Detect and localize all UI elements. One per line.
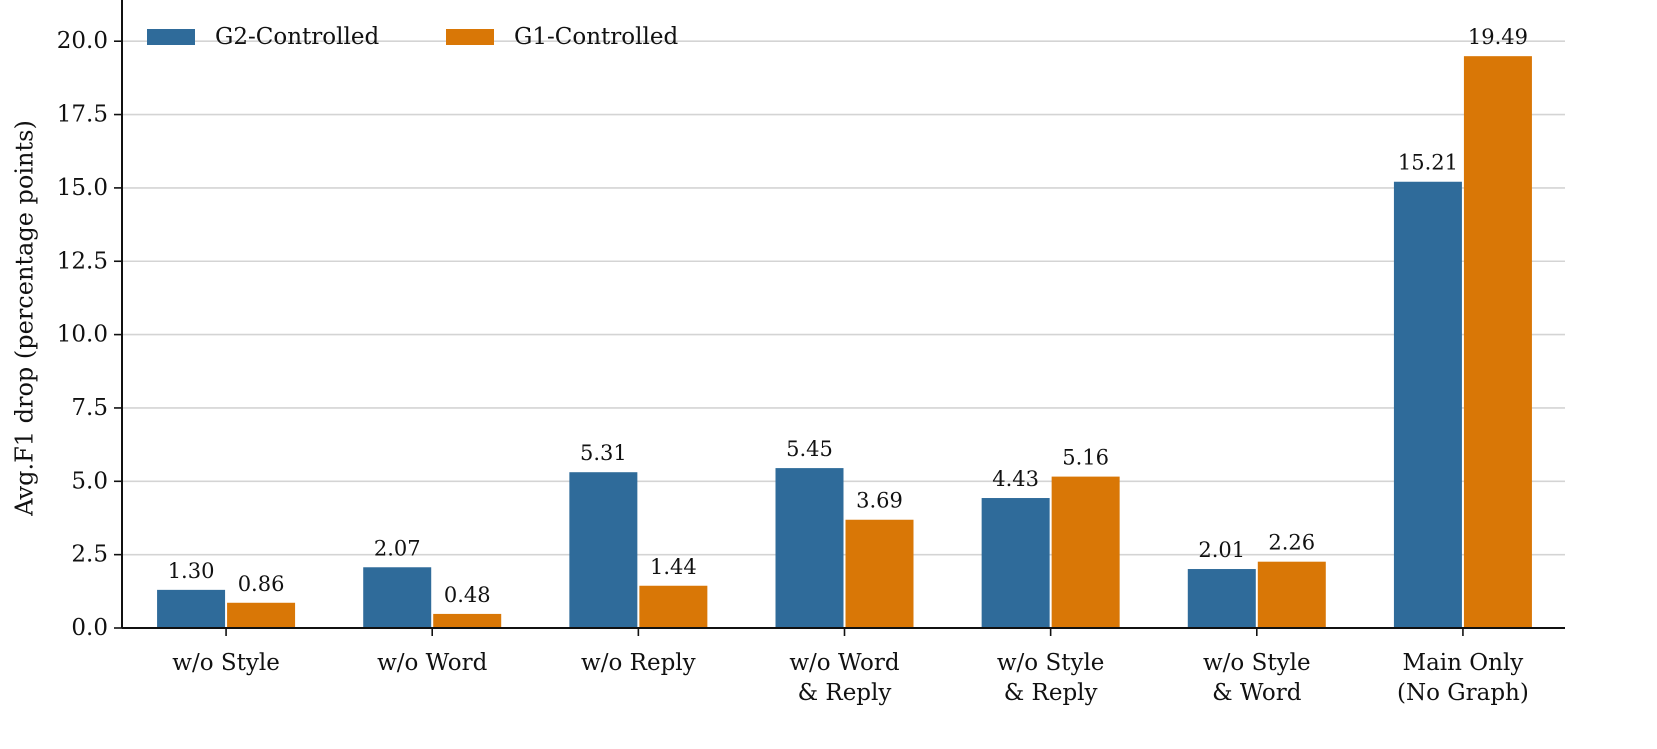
data-label-g1-1: 0.48: [444, 583, 491, 607]
data-label-g1-6: 19.49: [1468, 25, 1528, 49]
bar-g2-4: [981, 498, 1050, 628]
y-tick-label-7: 17.5: [57, 102, 108, 128]
data-label-g1-4: 5.16: [1062, 446, 1109, 470]
legend-label-g2: G2-Controlled: [215, 24, 379, 50]
bar-g1-6: [1463, 56, 1532, 628]
bar-g1-4: [1051, 476, 1120, 628]
x-tick-label-5-0: w/o Style: [1203, 650, 1311, 676]
data-label-g2-6: 15.21: [1398, 151, 1458, 175]
y-tick-label-5: 12.5: [57, 248, 108, 274]
data-label-g2-5: 2.01: [1198, 538, 1245, 562]
bar-g2-3: [775, 468, 844, 628]
x-tick-label-2-0: w/o Reply: [581, 650, 696, 676]
bar-g2-0: [157, 589, 226, 628]
x-tick-label-0-0: w/o Style: [172, 650, 280, 676]
bar-g1-3: [845, 519, 914, 628]
bar-g2-1: [363, 567, 432, 628]
x-tick-label-6-1: (No Graph): [1397, 680, 1529, 706]
bar-g2-6: [1393, 181, 1462, 629]
data-label-g2-1: 2.07: [374, 536, 421, 560]
y-tick-label-8: 20.0: [57, 28, 108, 54]
x-tick-label-6-0: Main Only: [1403, 650, 1524, 676]
x-tick-label-4-0: w/o Style: [997, 650, 1105, 676]
bar-g1-5: [1257, 561, 1326, 628]
legend-swatch-g2: [147, 29, 195, 45]
bar-g1-1: [433, 613, 502, 628]
y-axis-label: Avg.F1 drop (percentage points): [11, 120, 39, 517]
x-tick-label-3-1: & Reply: [798, 680, 892, 706]
data-label-g2-0: 1.30: [168, 559, 215, 583]
legend-label-g1: G1-Controlled: [514, 24, 678, 50]
axes: 0.0 2.5 5.0 7.5 10.0 12.5 15.0 17.5 20.0 w/o Styl…: [57, 0, 1565, 706]
bar-g2-2: [569, 472, 638, 628]
y-tick-label-0: 0.0: [71, 615, 108, 641]
y-tick-label-6: 15.0: [57, 175, 108, 201]
data-label-g1-3: 3.69: [856, 489, 903, 513]
grid-lines: [122, 40, 1565, 556]
data-label-g1-2: 1.44: [650, 555, 697, 579]
bar-g2-5: [1187, 569, 1256, 628]
x-tick-label-1-0: w/o Word: [377, 650, 488, 676]
y-tick-label-3: 7.5: [71, 395, 108, 421]
data-label-g2-4: 4.43: [992, 467, 1039, 491]
legend-swatch-g1: [446, 29, 494, 45]
x-tick-label-3-0: w/o Word: [789, 650, 900, 676]
data-label-g2-2: 5.31: [580, 441, 627, 465]
y-tick-label-1: 2.5: [71, 542, 108, 568]
bars: [157, 56, 1532, 629]
data-label-g1-5: 2.26: [1268, 531, 1315, 555]
data-label-g2-3: 5.45: [786, 437, 833, 461]
y-tick-label-2: 5.0: [71, 468, 108, 494]
bar-g1-2: [639, 585, 708, 628]
y-tick-label-4: 10.0: [57, 322, 108, 348]
x-tick-label-5-1: & Word: [1212, 680, 1302, 706]
data-label-g1-0: 0.86: [238, 572, 285, 596]
legend: G2-Controlled G1-Controlled: [147, 24, 678, 50]
data-labels: 1.30 0.86 2.07 0.48 5.31 1.44 5.45 3.69 4.43 5.16…: [168, 25, 1528, 607]
x-tick-label-4-1: & Reply: [1004, 680, 1098, 706]
bar-g1-0: [227, 602, 296, 628]
